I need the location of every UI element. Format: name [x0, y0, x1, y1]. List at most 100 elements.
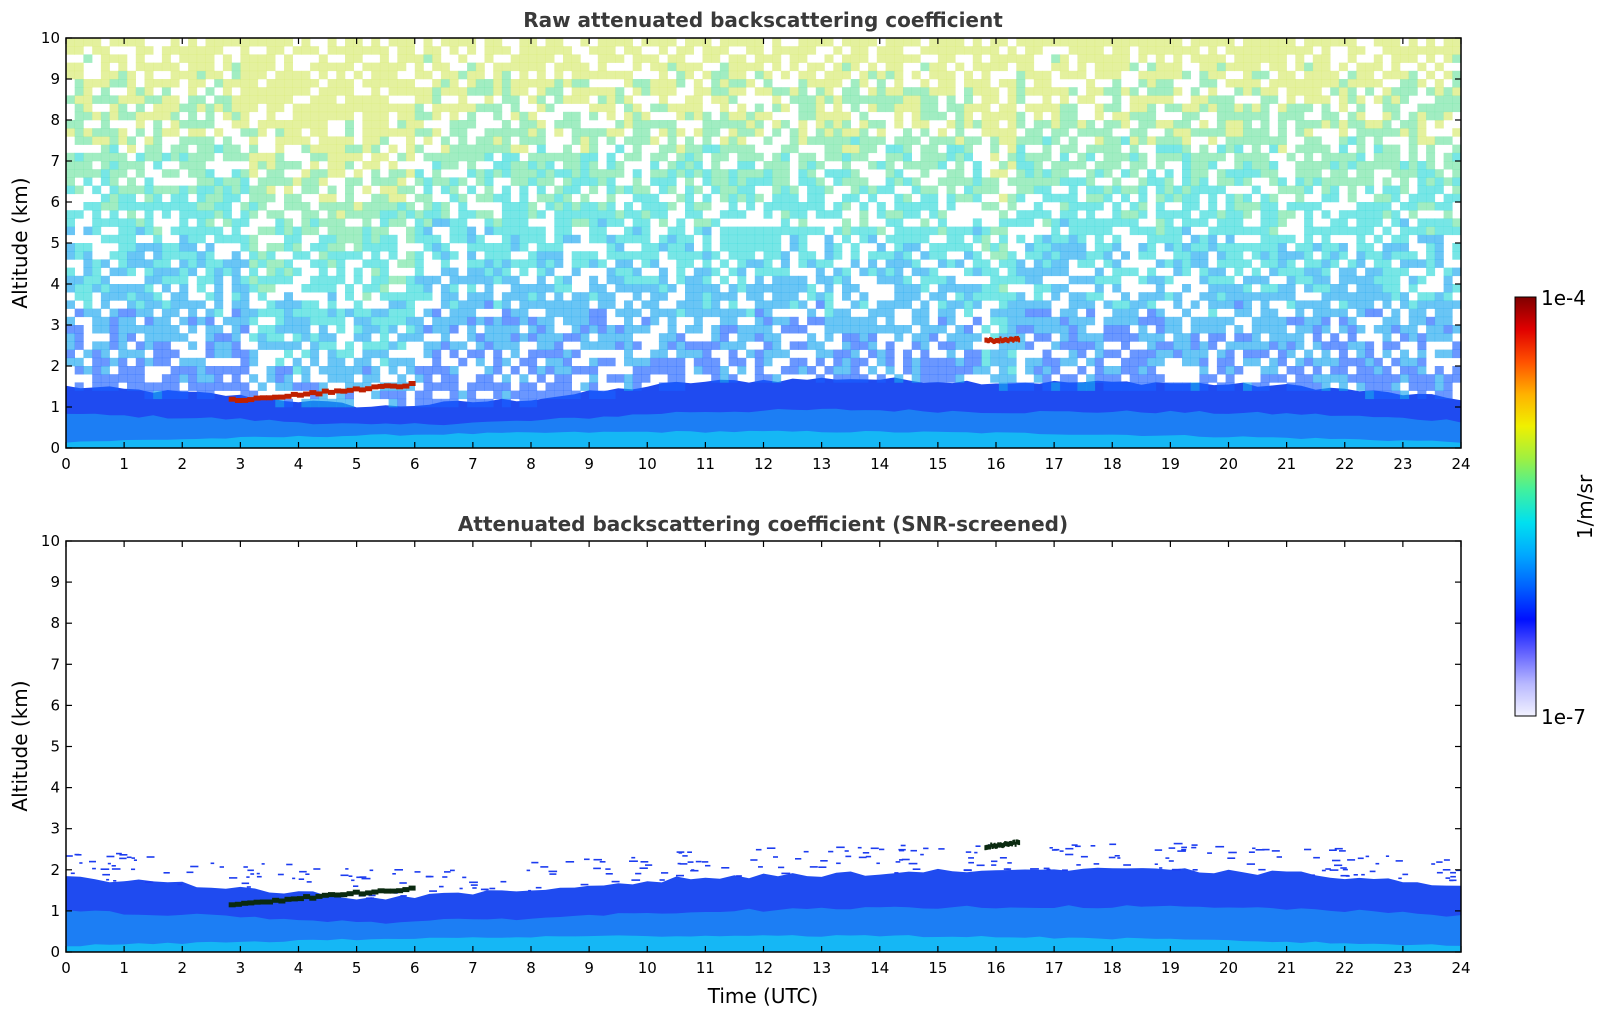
noise-cell — [135, 374, 145, 383]
noise-cell — [1286, 210, 1296, 219]
noise-cell — [676, 70, 686, 80]
noise-cell — [545, 357, 555, 367]
noise-cell — [789, 210, 799, 219]
noise-cell — [449, 103, 459, 113]
noise-cell — [423, 185, 433, 195]
noise-cell — [1112, 349, 1122, 359]
noise-cell — [685, 70, 694, 80]
noise-cell — [676, 251, 686, 260]
noise-cell — [1129, 169, 1139, 178]
noise-cell — [484, 177, 494, 186]
noise-cell — [379, 390, 389, 400]
noise-cell — [1025, 210, 1035, 219]
noise-cell — [1304, 243, 1314, 252]
noise-cell — [214, 128, 224, 137]
noise-cell — [894, 300, 904, 309]
noise-cell — [1059, 161, 1069, 170]
noise-cell — [937, 177, 947, 186]
noise-cell — [249, 374, 259, 383]
noise-cell — [1007, 136, 1017, 145]
noise-cell — [196, 284, 206, 293]
noise-cell — [1304, 226, 1314, 236]
noise-cell — [1112, 95, 1122, 104]
noise-cell — [153, 193, 163, 203]
noise-cell — [1443, 308, 1453, 318]
noise-cell — [493, 87, 503, 96]
noise-cell — [1426, 38, 1436, 47]
noise-cell — [1051, 341, 1061, 350]
noise-cell — [711, 70, 721, 80]
noise-cell — [249, 259, 259, 268]
noise-cell — [1286, 333, 1296, 342]
noise-cell — [1007, 308, 1017, 318]
noise-cell — [1121, 251, 1130, 260]
noise-cell — [432, 251, 442, 260]
noise-cell — [859, 300, 869, 309]
noise-cell — [571, 152, 581, 162]
noise-cell — [257, 202, 267, 211]
noise-cell — [161, 341, 171, 350]
noise-cell — [205, 87, 215, 96]
noise-cell — [737, 128, 747, 137]
noise-cell — [1164, 103, 1174, 113]
noise-cell — [1190, 341, 1200, 350]
noise-cell — [214, 341, 224, 350]
noise-cell — [824, 292, 834, 301]
noise-cell — [153, 267, 163, 277]
noise-cell — [1225, 284, 1235, 293]
x-tick-label: 0 — [61, 455, 71, 473]
noise-cell — [1129, 62, 1139, 72]
noise-cell — [501, 398, 511, 408]
noise-cell — [1330, 259, 1340, 268]
noise-cell — [1077, 38, 1087, 47]
noise-cell — [379, 333, 389, 342]
noise-cell — [1094, 46, 1104, 55]
noise-cell — [1243, 103, 1252, 113]
noise-cell — [937, 226, 947, 236]
noise-cell — [1033, 87, 1043, 96]
noise-cell — [1260, 349, 1270, 359]
noise-cell — [964, 357, 973, 367]
noise-cell — [284, 349, 293, 359]
noise-cell — [397, 177, 407, 186]
noise-cell — [118, 79, 128, 88]
noise-cell — [1051, 161, 1061, 170]
noise-cell — [833, 95, 843, 104]
noise-cell — [1033, 275, 1043, 285]
noise-cell — [336, 144, 346, 154]
noise-cell — [1400, 128, 1409, 137]
noise-cell — [737, 152, 747, 162]
noise-cell — [981, 62, 991, 72]
noise-cell — [920, 152, 930, 162]
noise-cell — [554, 374, 564, 383]
noise-cell — [711, 177, 721, 186]
noise-cell — [1016, 259, 1026, 268]
noise-cell — [1295, 366, 1305, 375]
noise-cell — [1182, 161, 1191, 170]
noise-cell — [327, 308, 337, 318]
noise-cell — [1391, 267, 1401, 277]
noise-cell — [1391, 128, 1401, 137]
noise-cell — [990, 54, 1000, 63]
noise-cell — [937, 152, 947, 162]
noise-cell — [859, 144, 869, 154]
noise-cell — [1338, 349, 1348, 359]
noise-cell — [929, 275, 939, 285]
noise-cell — [894, 251, 904, 260]
noise-cell — [990, 243, 1000, 252]
noise-cell — [641, 374, 651, 383]
noise-cell — [528, 152, 538, 162]
noise-cell — [815, 120, 825, 129]
noise-cell — [510, 243, 520, 252]
noise-cell — [955, 193, 965, 203]
noise-cell — [850, 62, 860, 72]
noise-cell — [798, 161, 808, 170]
noise-cell — [929, 144, 939, 154]
noise-cell — [554, 169, 564, 178]
noise-cell — [467, 267, 477, 277]
noise-cell — [589, 87, 599, 96]
noise-cell — [345, 366, 354, 375]
noise-cell — [1321, 79, 1331, 88]
noise-cell — [1251, 111, 1261, 121]
noise-cell — [1426, 202, 1436, 211]
